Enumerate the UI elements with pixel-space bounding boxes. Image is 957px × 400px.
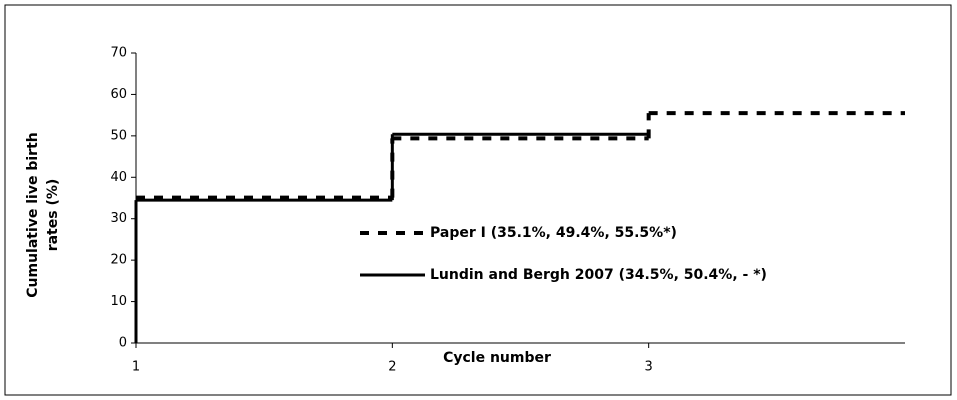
y-tick-label: 40 — [110, 170, 127, 185]
y-tick-label: 0 — [119, 336, 127, 351]
y-axis-title: Cumulative live birth rates (%) — [25, 132, 61, 298]
frame — [4, 4, 952, 396]
y-tick-label: 60 — [110, 87, 127, 102]
y-tick-label: 50 — [110, 128, 127, 143]
y-tick-label: 10 — [110, 294, 127, 309]
x-tick-label: 1 — [132, 360, 140, 375]
legend-label: Paper I (35.1%, 49.4%, 55.5%*) — [430, 225, 677, 241]
y-tick-label: 30 — [110, 211, 127, 226]
x-tick-label: 3 — [645, 360, 653, 375]
x-axis-title: Cycle number — [443, 350, 551, 366]
y-tick-label: 20 — [110, 253, 127, 268]
legend-label: Lundin and Bergh 2007 (34.5%, 50.4%, - *… — [430, 267, 767, 283]
y-tick-label: 70 — [110, 46, 127, 61]
x-tick-label: 2 — [388, 360, 396, 375]
